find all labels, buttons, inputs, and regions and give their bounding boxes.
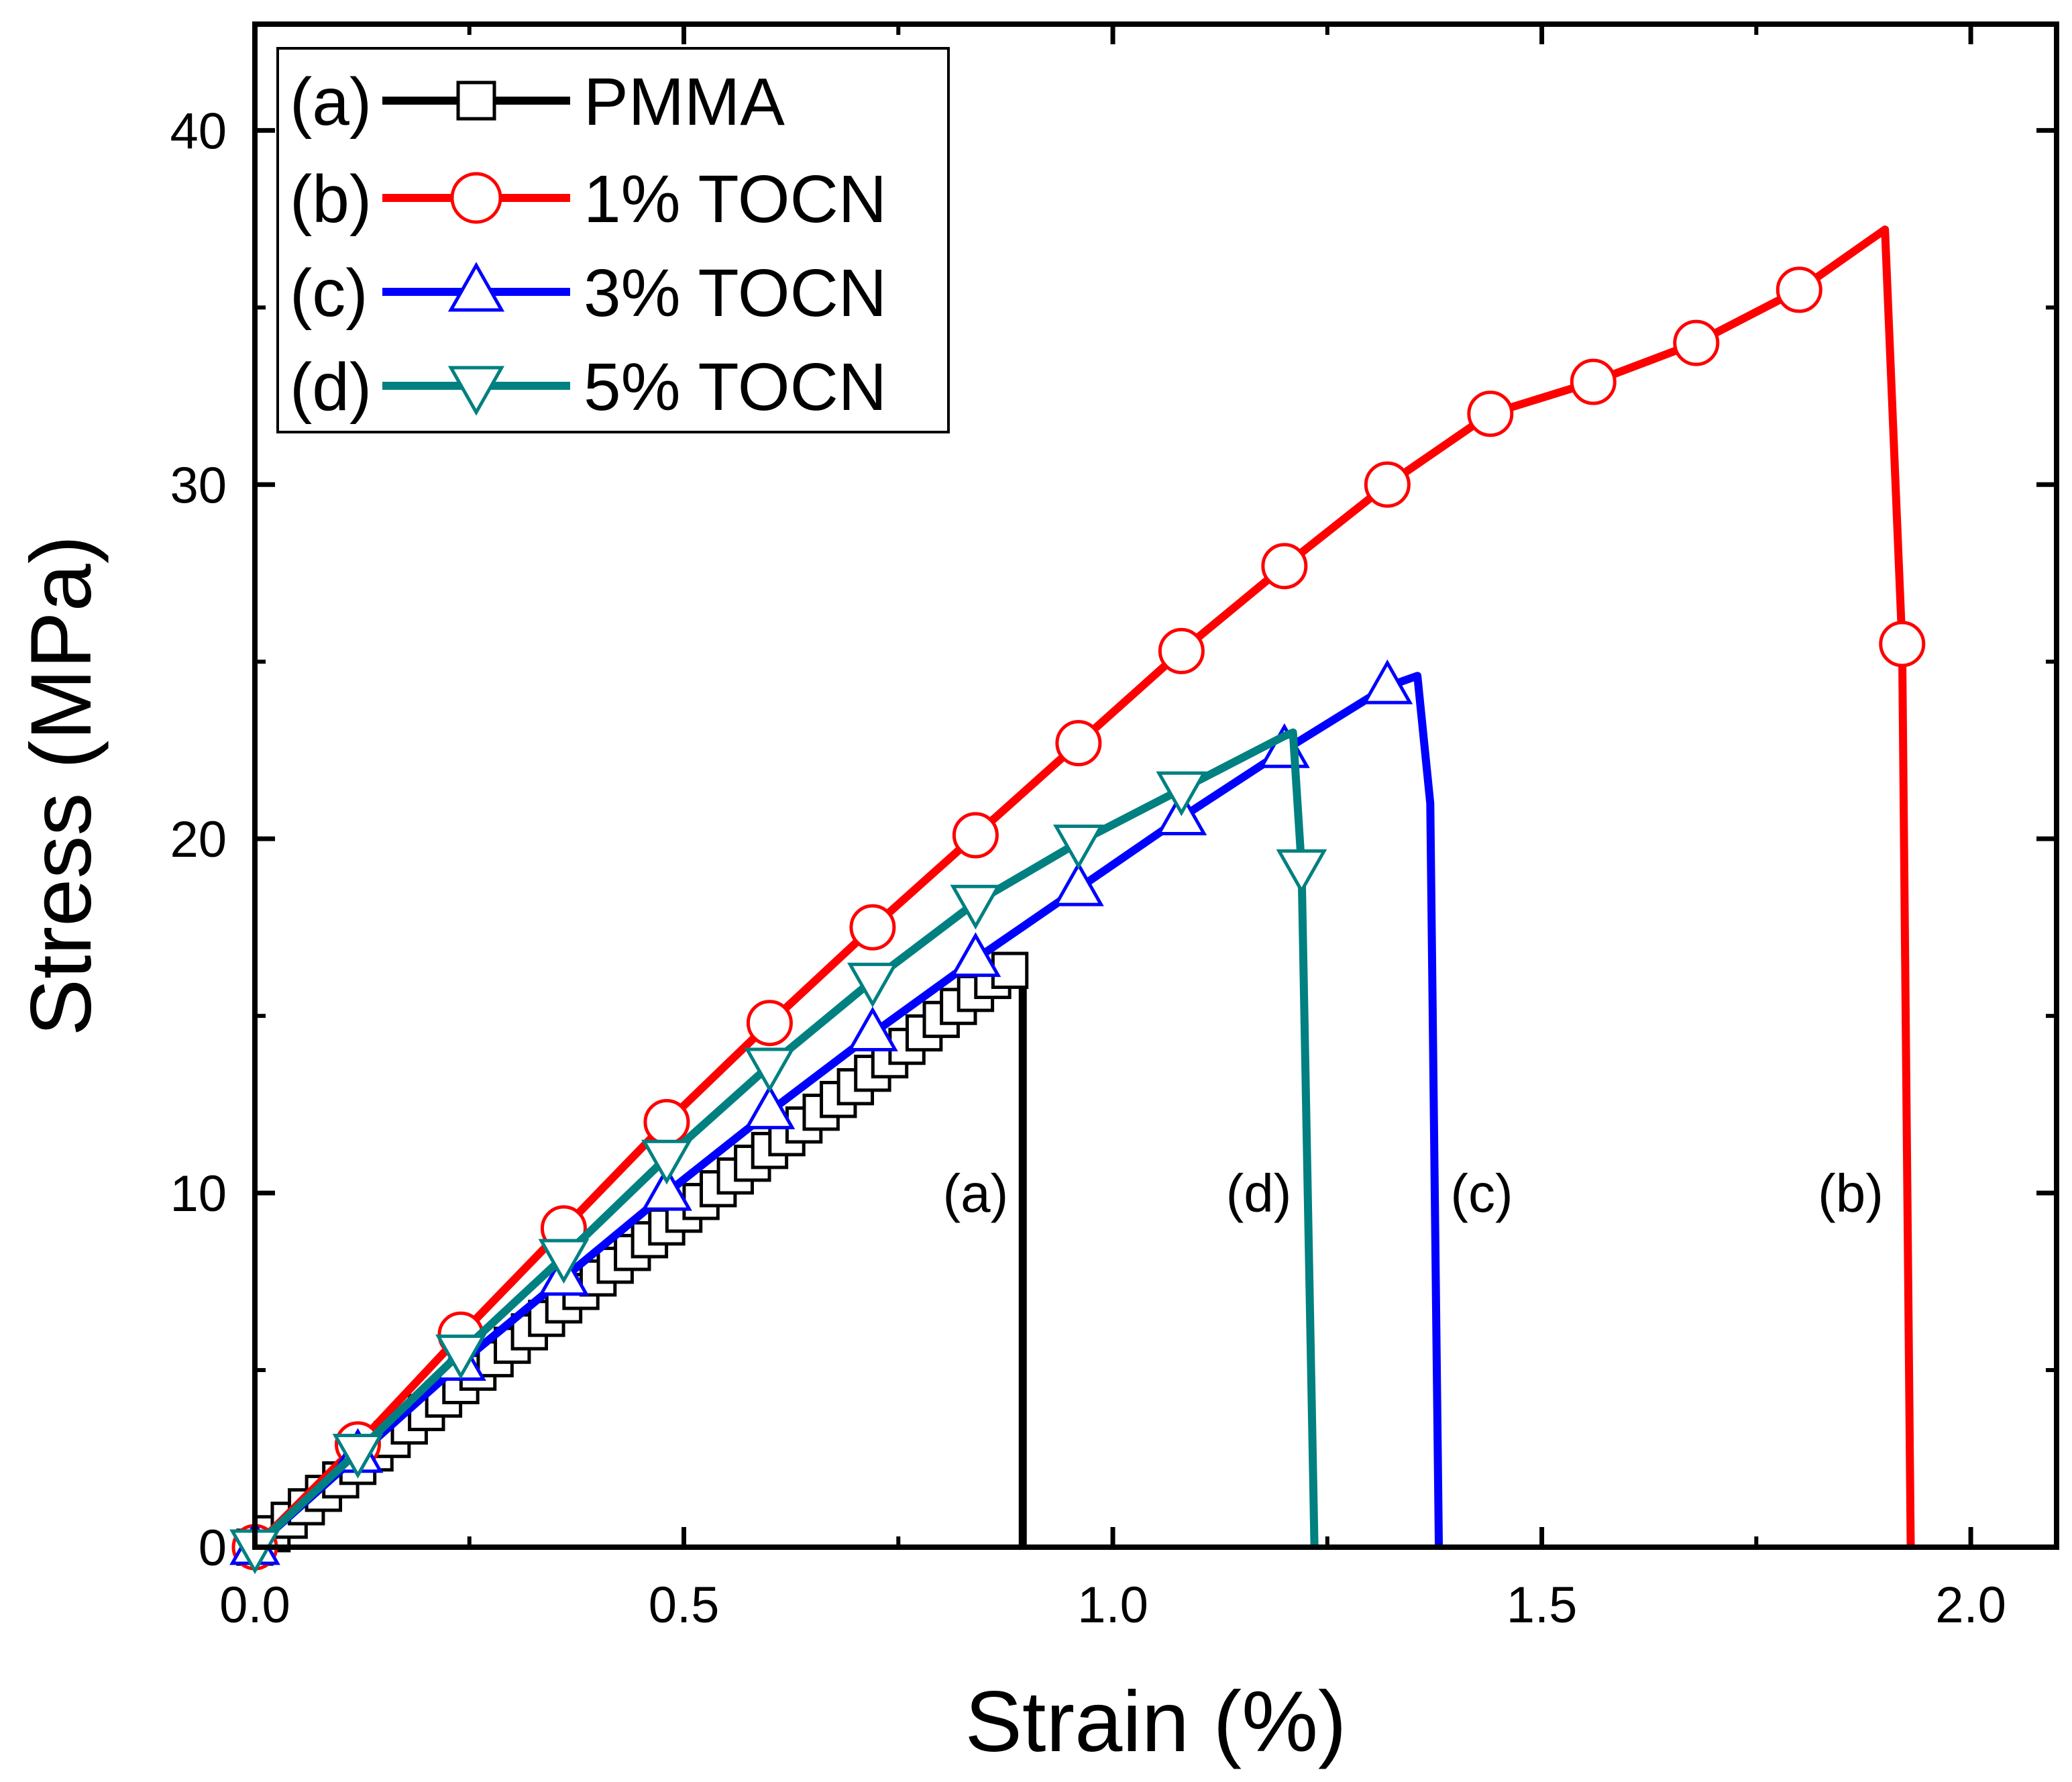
data-point-c (641, 1165, 692, 1211)
data-point-b (1879, 621, 1926, 668)
legend-marker-a (456, 81, 496, 121)
data-point-d (1156, 771, 1207, 817)
data-point-d (847, 962, 898, 1008)
tick-labels: 0.0 0.5 1.0 1.5 2.0 0 10 20 30 40 (170, 103, 2006, 1634)
x-tick-label: 1.5 (1507, 1577, 1578, 1634)
data-point-b (1673, 319, 1720, 366)
data-point-d (1052, 824, 1104, 870)
y-tick-label: 0 (199, 1520, 227, 1577)
data-point-a (991, 951, 1029, 989)
legend-marker-c (447, 262, 505, 312)
data-point-c (744, 1084, 796, 1130)
legend-label-b: 1% TOCN (584, 162, 887, 237)
data-point-d (538, 1239, 590, 1284)
series-markers-d (229, 771, 1327, 1575)
curve-label-a: (a) (943, 1163, 1009, 1223)
x-axis-title: Strain (%) (965, 1674, 1347, 1770)
data-point-d (641, 1139, 692, 1185)
data-point-d (744, 1047, 796, 1093)
data-point-c (847, 1006, 898, 1052)
data-point-b (1158, 627, 1205, 674)
data-point-b (1261, 543, 1308, 590)
plot-series (229, 225, 1926, 1575)
y-tick-label: 10 (170, 1165, 227, 1222)
curve-label-c: (c) (1450, 1163, 1513, 1223)
data-point-d (435, 1334, 486, 1379)
data-point-b (643, 1099, 690, 1146)
x-tick-label: 0.5 (649, 1577, 720, 1634)
legend-label-a: PMMA (584, 64, 785, 140)
legend-entries: (a) PMMA (b) 1% TOCN (c) 3% TOCN (d) 5% TOCN (290, 64, 887, 425)
x-tick-label: 2.0 (1935, 1577, 2006, 1634)
legend-tag-b: (b) (290, 162, 372, 237)
x-tick-label: 1.0 (1077, 1577, 1148, 1634)
data-point-b (849, 904, 896, 951)
series-markers-a (236, 951, 1029, 1566)
y-tick-label: 30 (170, 457, 227, 514)
curve-label-b: (b) (1818, 1163, 1884, 1223)
data-point-c (1052, 861, 1104, 906)
legend-marker-d (447, 366, 505, 416)
y-axis-title: Stress (MPa) (13, 535, 109, 1037)
data-point-b (1570, 358, 1617, 405)
legend-marker-b (450, 172, 502, 224)
legend-tag-d: (d) (290, 350, 372, 425)
plot-frame (252, 21, 2059, 1550)
data-point-c (950, 932, 1001, 978)
legend-label-c: 3% TOCN (584, 256, 887, 331)
data-point-b (746, 1000, 793, 1047)
y-tick-label: 40 (170, 103, 227, 160)
data-point-b (1364, 461, 1411, 508)
legend-tag-a: (a) (290, 64, 372, 140)
data-point-c (1362, 659, 1413, 704)
curve-labels: (a) (b) (c) (d) (943, 1163, 1884, 1223)
curve-label-d: (d) (1226, 1163, 1292, 1223)
data-point-b (952, 812, 999, 859)
data-point-d (950, 884, 1001, 930)
data-point-d (332, 1433, 384, 1479)
data-point-b (1467, 390, 1514, 437)
legend: (a) PMMA (b) 1% TOCN (c) 3% TOCN (d) 5% TOCN (276, 47, 950, 433)
data-point-b (1055, 720, 1102, 767)
legend-label-d: 5% TOCN (584, 350, 887, 425)
data-point-d (1276, 849, 1327, 894)
legend-tag-c: (c) (290, 256, 368, 331)
x-tick-label: 0.0 (219, 1577, 290, 1634)
legend-box (276, 47, 950, 433)
axis-ticks (252, 24, 2057, 1550)
data-point-b (1776, 266, 1822, 313)
y-tick-label: 20 (170, 811, 227, 868)
